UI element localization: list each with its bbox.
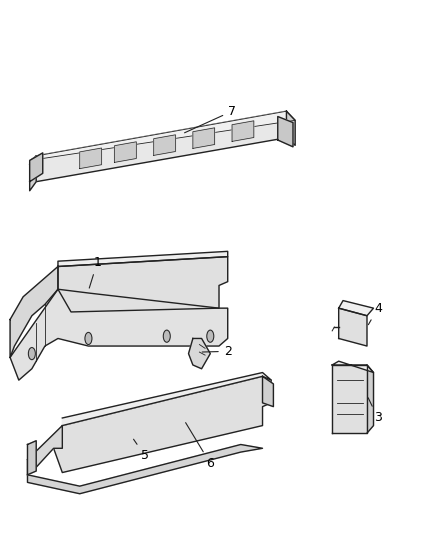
Circle shape	[207, 330, 214, 342]
Text: 1: 1	[89, 256, 101, 288]
Polygon shape	[36, 111, 286, 182]
Polygon shape	[367, 365, 374, 433]
Polygon shape	[28, 445, 262, 494]
Circle shape	[85, 333, 92, 344]
Polygon shape	[278, 117, 293, 147]
Polygon shape	[62, 373, 271, 425]
Polygon shape	[154, 135, 176, 156]
Polygon shape	[332, 361, 374, 373]
Polygon shape	[286, 111, 295, 146]
Circle shape	[163, 330, 170, 342]
Polygon shape	[339, 301, 374, 316]
Polygon shape	[53, 376, 271, 473]
Text: 6: 6	[186, 423, 214, 470]
Text: 7: 7	[184, 104, 236, 133]
Polygon shape	[332, 365, 367, 433]
Polygon shape	[193, 128, 215, 148]
Polygon shape	[339, 308, 367, 346]
Polygon shape	[115, 142, 136, 163]
Text: 5: 5	[134, 439, 149, 462]
Polygon shape	[30, 111, 295, 160]
Polygon shape	[28, 425, 62, 475]
Polygon shape	[58, 252, 228, 266]
Polygon shape	[10, 289, 228, 380]
Polygon shape	[10, 266, 58, 358]
Polygon shape	[262, 376, 273, 407]
Polygon shape	[30, 153, 43, 182]
Text: 3: 3	[368, 398, 382, 424]
Polygon shape	[58, 257, 228, 312]
Circle shape	[28, 348, 35, 360]
Polygon shape	[80, 148, 102, 168]
Polygon shape	[232, 121, 254, 141]
Polygon shape	[30, 156, 36, 191]
Polygon shape	[28, 441, 36, 475]
Polygon shape	[188, 338, 210, 369]
Text: 2: 2	[202, 345, 232, 358]
Text: 4: 4	[368, 302, 382, 325]
